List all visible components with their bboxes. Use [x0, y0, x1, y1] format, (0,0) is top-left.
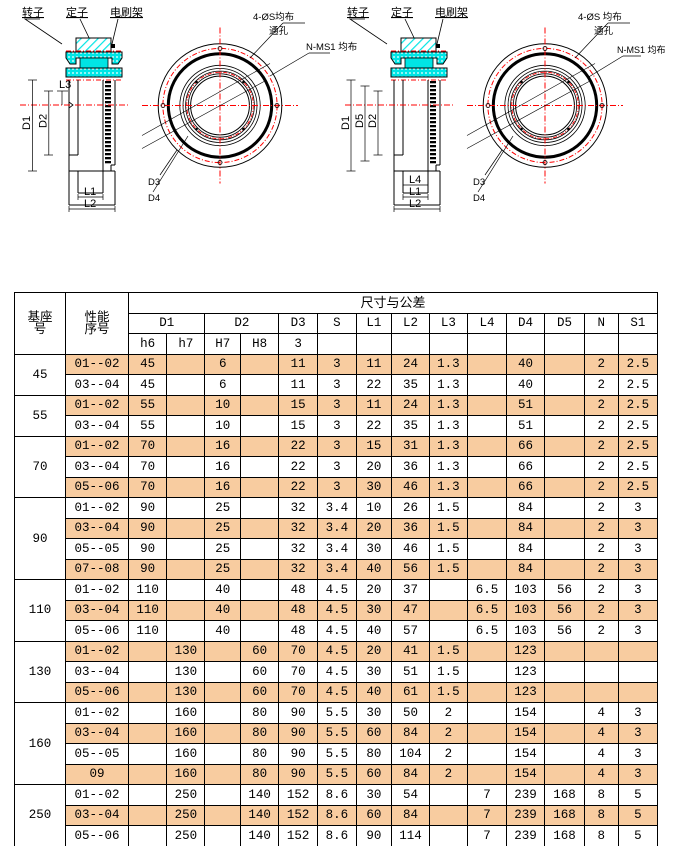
svg-text:D1: D1: [340, 116, 352, 130]
svg-text:L1: L1: [409, 186, 421, 198]
svg-text:通孔: 通孔: [594, 26, 614, 37]
svg-text:N-MS1 均布: N-MS1 均布: [306, 41, 357, 53]
svg-text:定子: 定子: [391, 5, 413, 19]
svg-text:D1: D1: [21, 116, 33, 130]
svg-text:通孔: 通孔: [269, 26, 289, 37]
svg-text:L1: L1: [84, 186, 96, 198]
svg-text:4-ØS均布: 4-ØS均布: [253, 11, 294, 23]
svg-text:D2: D2: [367, 114, 379, 128]
svg-text:电刷架: 电刷架: [435, 6, 468, 19]
svg-text:L3: L3: [59, 79, 71, 91]
svg-text:D3: D3: [473, 177, 485, 188]
svg-text:L2: L2: [84, 198, 96, 210]
svg-text:转子: 转子: [22, 5, 44, 19]
svg-text:N-MS1 均布: N-MS1 均布: [617, 44, 666, 55]
svg-text:L4: L4: [409, 174, 421, 186]
svg-text:D5: D5: [354, 114, 366, 128]
svg-text:D3: D3: [148, 177, 160, 188]
svg-text:转子: 转子: [347, 5, 369, 19]
svg-text:定子: 定子: [66, 5, 88, 19]
svg-text:D2: D2: [38, 114, 50, 128]
svg-text:D4: D4: [473, 193, 485, 204]
svg-text:4-ØS 均布: 4-ØS 均布: [578, 11, 622, 23]
svg-text:L2: L2: [409, 198, 421, 210]
svg-text:电刷架: 电刷架: [110, 6, 143, 19]
svg-text:D4: D4: [148, 193, 160, 204]
